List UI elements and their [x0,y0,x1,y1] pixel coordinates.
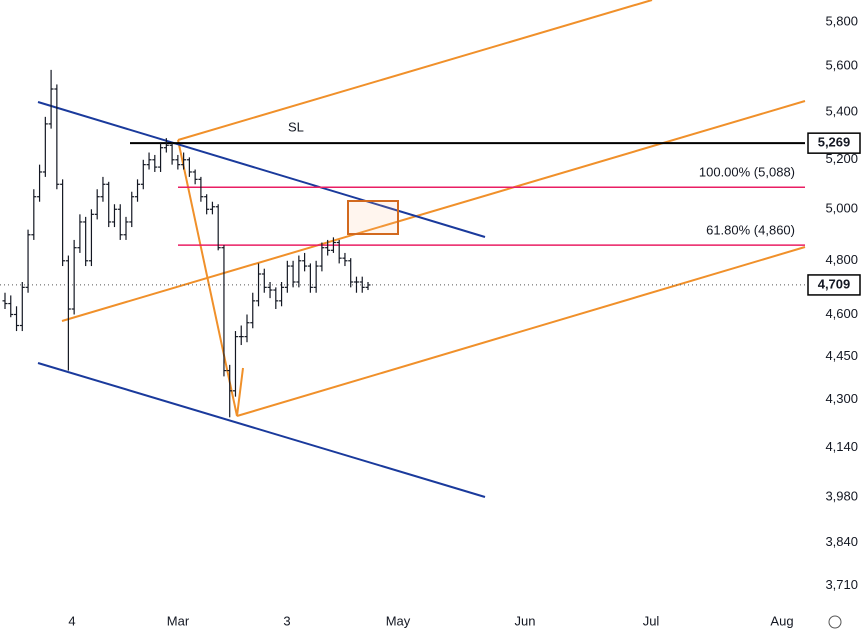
y-tick-label: 3,980 [825,489,858,504]
settings-icon[interactable] [828,615,842,629]
target-box [347,200,399,235]
x-tick-label: May [386,613,411,628]
fib-label: 100.00% (5,088) [699,165,795,180]
channel-line [236,246,806,417]
price-bars [2,69,371,418]
fib-label: 61.80% (4,860) [706,223,795,238]
y-tick-label: 4,600 [825,306,858,321]
drawings [37,0,806,498]
y-tick-label: 4,300 [825,391,858,406]
y-tick-label: 4,800 [825,252,858,267]
last-price-badge [807,274,861,296]
stop-loss-value: 5,269 [818,135,851,150]
channel-line [177,0,653,141]
y-tick-label: 5,200 [825,151,858,166]
y-tick-label: 3,840 [825,534,858,549]
y-tick-label: 5,400 [825,104,858,119]
stop-loss-name: SL [288,120,304,135]
y-tick-label: 3,710 [825,577,858,592]
x-tick-label: Jul [643,613,660,628]
last-price-value: 4,709 [818,276,851,291]
x-tick-label: Mar [167,613,190,628]
y-tick-label: 5,800 [825,13,858,28]
x-tick-label: Aug [770,613,793,628]
trend-line [37,101,486,238]
y-tick-label: 5,600 [825,58,858,73]
x-tick-label: Jun [515,613,536,628]
y-tick-label: 4,450 [825,348,858,363]
x-tick-label: 4 [68,613,75,628]
x-tick-label: 3 [283,613,290,628]
y-tick-label: 4,140 [825,439,858,454]
stop-loss-badge [807,132,861,154]
zigzag-line [177,139,244,417]
y-tick-label: 5,000 [825,201,858,216]
trend-line [37,362,486,498]
channel-line [61,100,806,322]
